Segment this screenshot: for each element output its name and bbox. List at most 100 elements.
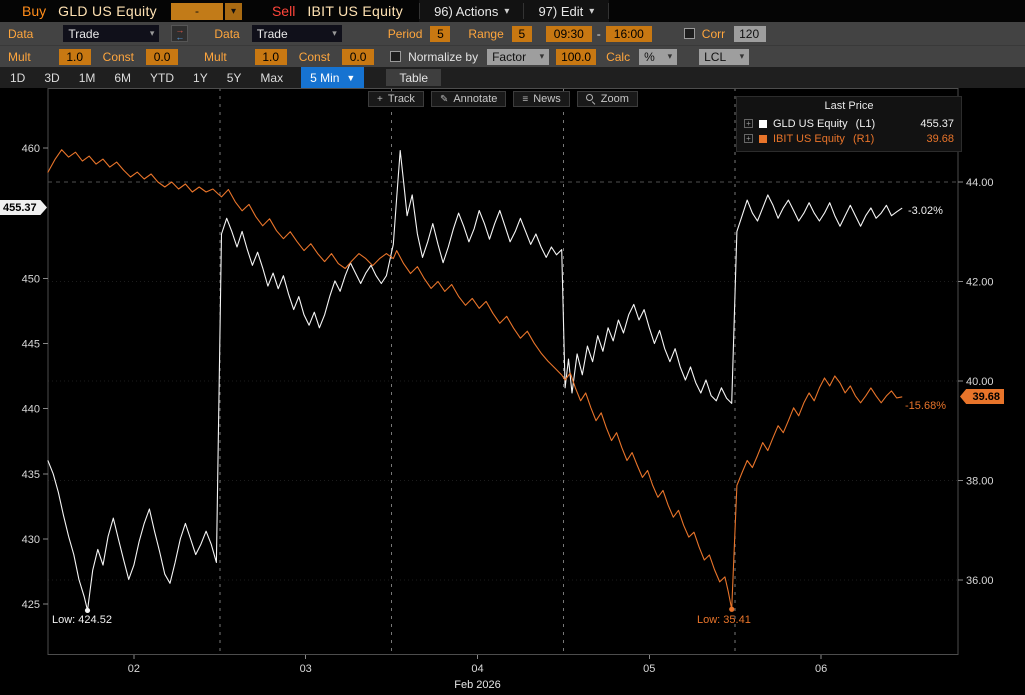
track-label: Track xyxy=(387,93,415,105)
left-axis-label: 435 xyxy=(22,469,40,481)
left-axis-label: 450 xyxy=(22,273,40,285)
legend-row-ibit[interactable]: + IBIT US Equity (R1) 39.68 xyxy=(744,131,954,146)
chevron-down-icon: ▾ xyxy=(589,5,595,17)
chevron-down-icon: ▾ xyxy=(667,51,673,61)
annotate-label: Annotate xyxy=(453,93,498,105)
lcl-dropdown-value: LCL xyxy=(704,49,727,64)
tab-1d[interactable]: 1D xyxy=(10,70,26,85)
normalize-checkbox[interactable] xyxy=(390,51,402,62)
edit-menu[interactable]: 97) Edit ▾ xyxy=(524,0,608,22)
left-axis-label: 460 xyxy=(22,143,40,155)
factor-amount-input[interactable]: 100.0 xyxy=(556,48,597,65)
x-axis-day-label: 05 xyxy=(643,663,655,675)
ibit-legend-value: 39.68 xyxy=(926,132,954,145)
ibit-legend-axis: (R1) xyxy=(852,132,875,145)
gld-series-swatch xyxy=(759,119,767,128)
news-label: News xyxy=(533,93,561,105)
interval-value: 5 Min xyxy=(310,70,340,85)
menu-strip: 96) Actions ▾ 97) Edit ▾ xyxy=(419,0,610,22)
lcl-dropdown[interactable]: LCL ▾ xyxy=(699,48,750,65)
news-lines-icon: ≡ xyxy=(522,93,529,105)
gld-legend-axis: (L1) xyxy=(855,117,876,130)
tab-5y[interactable]: 5Y xyxy=(226,70,242,85)
edit-menu-label: 97) Edit xyxy=(538,3,584,19)
chevron-down-icon: ▾ xyxy=(504,5,510,17)
ibit-series-swatch xyxy=(759,134,767,143)
data2-dropdown-value: Trade xyxy=(256,26,288,41)
corr-input[interactable]: 120 xyxy=(734,25,767,42)
buy-label: Buy xyxy=(22,3,47,19)
chevron-down-icon: ▼ xyxy=(346,72,356,83)
legend-panel: Last Price + GLD US Equity (L1) 455.37 +… xyxy=(736,96,962,152)
data2-label: Data xyxy=(214,26,240,41)
chart-section: 425 430 435 440 445 450 460 36.00 38.00 40.00 42.0… xyxy=(0,88,1025,695)
tab-1m[interactable]: 1M xyxy=(78,70,96,85)
mult2-label: Mult xyxy=(204,49,227,64)
right-axis-label: 40.00 xyxy=(966,376,994,388)
toolbar-row-2: Mult 1.0 Const 0.0 Mult 1.0 Const 0.0 No… xyxy=(0,45,1025,67)
chevron-down-icon: ▾ xyxy=(149,28,155,38)
ibit-change-label: -15.68% xyxy=(905,400,946,412)
x-axis-day-label: 06 xyxy=(815,663,827,675)
factor-dropdown[interactable]: Factor ▾ xyxy=(487,48,550,65)
buy-security-field[interactable]: GLD US Equity xyxy=(58,3,157,19)
annotate-button[interactable]: ✎ Annotate xyxy=(430,91,507,107)
swap-button[interactable]: → ← xyxy=(171,24,189,42)
pair-dropdown-arrow-icon[interactable]: ▾ xyxy=(224,2,242,20)
actions-menu[interactable]: 96) Actions ▾ xyxy=(420,0,523,22)
corr-checkbox[interactable] xyxy=(683,28,695,39)
left-axis-label: 445 xyxy=(22,338,40,350)
zoom-button[interactable]: Zoom xyxy=(576,91,638,107)
data1-dropdown[interactable]: Trade ▾ xyxy=(63,25,160,42)
table-button[interactable]: Table xyxy=(386,69,442,86)
sell-label: Sell xyxy=(271,3,296,19)
right-axis-label: 38.00 xyxy=(966,475,994,487)
period-input[interactable]: 5 xyxy=(430,25,451,42)
chevron-down-icon: ▾ xyxy=(332,28,337,38)
legend-row-gld[interactable]: + GLD US Equity (L1) 455.37 xyxy=(744,116,954,131)
actions-menu-label: 96) Actions xyxy=(434,3,499,19)
expand-icon[interactable]: + xyxy=(744,119,753,128)
range-input[interactable]: 5 xyxy=(511,25,532,42)
tab-6m[interactable]: 6M xyxy=(114,70,132,85)
const2-input[interactable]: 0.0 xyxy=(342,48,375,65)
tab-1y[interactable]: 1Y xyxy=(193,70,208,85)
left-axis-label: 430 xyxy=(22,534,40,546)
legend-title: Last Price xyxy=(824,100,874,112)
ibit-low-marker xyxy=(729,606,735,612)
swap-right-icon: → xyxy=(175,24,185,35)
factor-dropdown-value: Factor xyxy=(492,49,527,64)
news-button[interactable]: ≡ News xyxy=(513,91,570,107)
expand-icon[interactable]: + xyxy=(744,134,753,143)
tab-ytd[interactable]: YTD xyxy=(150,70,175,85)
right-axis-label: 42.00 xyxy=(966,276,994,288)
calc-dropdown[interactable]: % ▾ xyxy=(639,48,678,65)
ibit-last-price-badge: 39.68 xyxy=(960,389,1004,404)
mult1-input[interactable]: 1.0 xyxy=(58,48,91,65)
separator xyxy=(419,3,421,19)
chart-toolbar: + Track ✎ Annotate ≡ News Zoom xyxy=(368,91,638,107)
swap-left-icon: ← xyxy=(175,31,185,42)
period-label: Period xyxy=(387,26,423,41)
pair-dropdown-value: - xyxy=(194,4,199,18)
pair-dropdown[interactable]: - xyxy=(170,2,223,20)
crosshair-icon: + xyxy=(377,93,383,105)
separator xyxy=(523,3,525,19)
interval-dropdown[interactable]: 5 Min ▼ xyxy=(301,67,365,88)
track-button[interactable]: + Track xyxy=(368,91,424,107)
tab-3d[interactable]: 3D xyxy=(44,70,60,85)
data1-label: Data xyxy=(8,26,34,41)
gld-price-line xyxy=(47,150,903,611)
sell-security-field[interactable]: IBIT US Equity xyxy=(307,3,404,19)
chart-plot-area[interactable]: 425 430 435 440 445 450 460 36.00 38.00 40.00 42.0… xyxy=(0,88,1025,695)
mult2-input[interactable]: 1.0 xyxy=(254,48,287,65)
tab-max[interactable]: Max xyxy=(260,70,284,85)
toolbar-row-1: Data Trade ▾ → ← Data Trade ▾ Period 5 R… xyxy=(0,22,1025,45)
data2-dropdown[interactable]: Trade ▾ xyxy=(251,25,342,42)
const1-input[interactable]: 0.0 xyxy=(146,48,179,65)
pencil-icon: ✎ xyxy=(439,93,449,105)
range-start-time-input[interactable]: 09:30 xyxy=(545,25,592,42)
gld-legend-value: 455.37 xyxy=(920,117,954,130)
range-end-time-input[interactable]: 16:00 xyxy=(605,25,652,42)
